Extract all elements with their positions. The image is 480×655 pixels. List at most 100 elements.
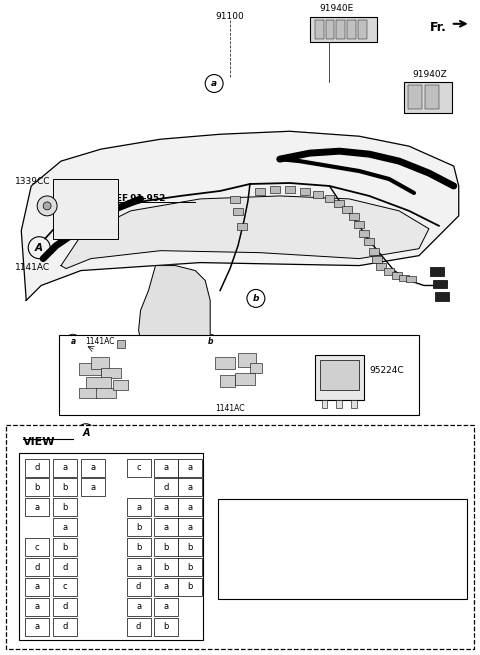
Text: PNC: PNC [289,505,310,514]
Bar [433,280,447,288]
Bar [179,578,202,596]
Text: a: a [35,603,40,611]
Bar [360,230,369,236]
Bar [25,458,49,476]
Bar [372,255,382,263]
Text: b: b [188,582,193,591]
Text: d: d [62,622,68,631]
Bar [179,479,202,496]
Bar [155,618,179,636]
Text: PART NAME: PART NAME [369,505,427,514]
Bar [25,538,49,556]
Bar [53,558,77,576]
Text: 18791C: 18791C [282,565,317,574]
Text: b: b [136,542,141,552]
Bar [53,458,77,476]
Bar [179,558,202,576]
Bar [79,363,101,375]
Bar [53,598,77,616]
Text: a: a [62,523,68,532]
Bar [127,538,151,556]
Bar [364,238,374,245]
Bar [310,17,377,42]
Bar [408,86,422,109]
Bar [155,458,179,476]
Text: d: d [136,582,141,591]
Text: d: d [136,622,141,631]
Bar [376,263,386,270]
Text: c: c [136,463,141,472]
Text: a: a [136,603,141,611]
Bar [250,363,262,373]
Bar [179,538,202,556]
Text: b: b [136,523,141,532]
Bar [349,213,360,220]
Text: 18791D: 18791D [282,584,317,593]
Text: a: a [164,523,169,532]
Text: 1141AC: 1141AC [215,404,245,413]
Bar [430,267,444,276]
Text: b: b [35,483,40,492]
Bar [314,355,364,400]
Bar [101,368,120,378]
Bar [399,274,409,282]
Bar [25,479,49,496]
Text: 91100: 91100 [216,12,244,21]
Text: a: a [164,603,169,611]
Text: d: d [35,463,40,472]
Text: b: b [62,542,68,552]
Bar [233,208,243,215]
Text: A: A [35,242,43,253]
Bar [155,578,179,596]
Bar [155,598,179,616]
Bar [53,578,77,596]
Bar [179,518,202,536]
Text: c: c [35,542,39,552]
Text: b: b [164,622,169,631]
Text: a: a [136,503,141,512]
Text: a: a [211,79,217,88]
Bar [25,618,49,636]
Text: a: a [241,525,247,534]
Bar [25,578,49,596]
Bar [79,388,97,398]
Bar [325,20,335,39]
Bar [425,86,439,109]
Bar [81,458,105,476]
Bar [336,20,346,39]
Bar [127,578,151,596]
Text: a: a [164,582,169,591]
Text: b: b [188,542,193,552]
Bar [404,81,452,113]
Bar [215,357,235,369]
Bar [179,498,202,516]
Bar [155,479,179,496]
Text: b: b [164,563,169,572]
Bar [113,380,128,390]
Text: a: a [136,563,141,572]
Text: b: b [241,545,247,553]
Bar [127,598,151,616]
Bar [81,479,105,496]
Text: a: a [90,463,96,472]
Bar [86,377,111,389]
Bar [354,221,364,228]
Bar [238,353,256,367]
Bar [53,179,118,238]
Bar [312,191,323,198]
Text: LP-MINI FUSE 10A: LP-MINI FUSE 10A [359,525,438,534]
Bar [53,498,77,516]
Text: b: b [252,294,259,303]
Text: VIEW: VIEW [23,437,56,447]
Bar [155,518,179,536]
Bar [322,400,327,408]
Bar [270,186,280,193]
Text: b: b [164,542,169,552]
Polygon shape [139,265,210,375]
Text: LP-MINI FUSE 15A: LP-MINI FUSE 15A [359,545,438,553]
Text: a: a [188,483,193,492]
Text: a: a [188,523,193,532]
Bar [179,458,202,476]
Bar [6,425,474,648]
Bar [392,272,402,278]
